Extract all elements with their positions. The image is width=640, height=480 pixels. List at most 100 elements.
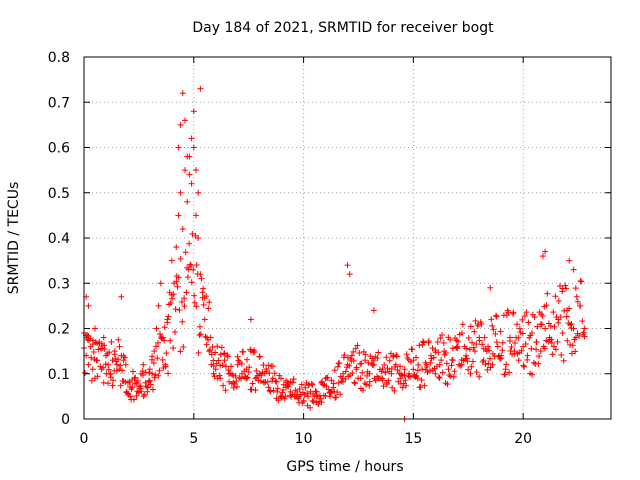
data-point <box>228 363 235 370</box>
data-point <box>121 354 128 361</box>
data-point <box>187 261 194 268</box>
data-point <box>481 334 488 341</box>
data-point <box>499 339 506 346</box>
data-point <box>505 309 512 316</box>
data-point <box>572 285 579 292</box>
data-point <box>304 393 311 400</box>
data-point <box>433 363 440 370</box>
data-point <box>325 386 332 393</box>
data-point <box>295 395 302 402</box>
data-point <box>89 366 96 373</box>
data-point <box>559 330 566 337</box>
data-point <box>215 357 222 364</box>
data-point <box>453 337 460 344</box>
data-point <box>572 348 579 355</box>
data-point <box>180 343 187 350</box>
data-point <box>355 375 362 382</box>
data-point <box>117 382 124 389</box>
data-point <box>173 278 180 285</box>
data-point <box>378 368 385 375</box>
data-point <box>513 321 520 328</box>
data-point <box>142 369 149 376</box>
data-point <box>98 366 105 373</box>
data-point <box>454 345 461 352</box>
data-point <box>174 283 181 290</box>
data-point <box>520 362 527 369</box>
data-point <box>365 359 372 366</box>
data-point <box>237 375 244 382</box>
data-point <box>456 361 463 368</box>
data-point <box>581 333 588 340</box>
data-point <box>579 318 586 325</box>
data-point <box>304 390 311 397</box>
data-point <box>206 348 213 355</box>
data-point <box>105 366 112 373</box>
data-point <box>518 347 525 354</box>
data-point <box>440 339 447 346</box>
data-point <box>517 329 524 336</box>
data-point <box>88 354 95 361</box>
data-point <box>535 360 542 367</box>
data-point <box>542 325 549 332</box>
data-point <box>569 342 576 349</box>
data-point <box>485 360 492 367</box>
data-point <box>351 380 358 387</box>
data-point <box>458 330 465 337</box>
data-point <box>197 331 204 338</box>
data-point <box>435 374 442 381</box>
data-point <box>335 379 342 386</box>
data-point <box>222 363 229 370</box>
data-point <box>289 379 296 386</box>
data-point <box>570 325 577 332</box>
data-point <box>503 312 510 319</box>
data-point <box>107 371 114 378</box>
data-point <box>192 167 199 174</box>
data-point <box>450 373 457 380</box>
data-point <box>286 392 293 399</box>
data-point <box>549 351 556 358</box>
data-point <box>350 348 357 355</box>
data-point <box>211 373 218 380</box>
data-point <box>170 344 177 351</box>
data-point <box>306 381 313 388</box>
data-point <box>465 334 472 341</box>
data-point <box>580 329 587 336</box>
data-point <box>322 392 329 399</box>
data-point <box>388 366 395 373</box>
data-point <box>470 344 477 351</box>
data-point <box>519 316 526 323</box>
data-point <box>256 353 263 360</box>
data-point <box>379 377 386 384</box>
data-point <box>364 372 371 379</box>
data-point <box>248 386 255 393</box>
data-point <box>296 386 303 393</box>
data-point <box>244 374 251 381</box>
data-point <box>146 377 153 384</box>
data-point <box>561 307 568 314</box>
data-point <box>391 387 398 394</box>
data-point <box>116 343 123 350</box>
data-point <box>134 377 141 384</box>
data-point <box>224 353 231 360</box>
data-point <box>182 117 189 124</box>
data-point <box>356 350 363 357</box>
data-point <box>567 321 574 328</box>
data-point <box>280 387 287 394</box>
data-point <box>192 212 199 219</box>
data-point <box>85 361 92 368</box>
data-point <box>200 285 207 292</box>
data-point <box>498 355 505 362</box>
data-point <box>209 344 216 351</box>
data-point <box>189 230 196 237</box>
data-point <box>385 377 392 384</box>
data-point <box>471 348 478 355</box>
data-point <box>366 378 373 385</box>
data-point <box>437 335 444 342</box>
data-point <box>278 375 285 382</box>
data-point <box>323 383 330 390</box>
data-point <box>426 367 433 374</box>
data-point <box>222 387 229 394</box>
data-point <box>529 371 536 378</box>
data-point <box>118 293 125 300</box>
data-point <box>177 348 184 355</box>
